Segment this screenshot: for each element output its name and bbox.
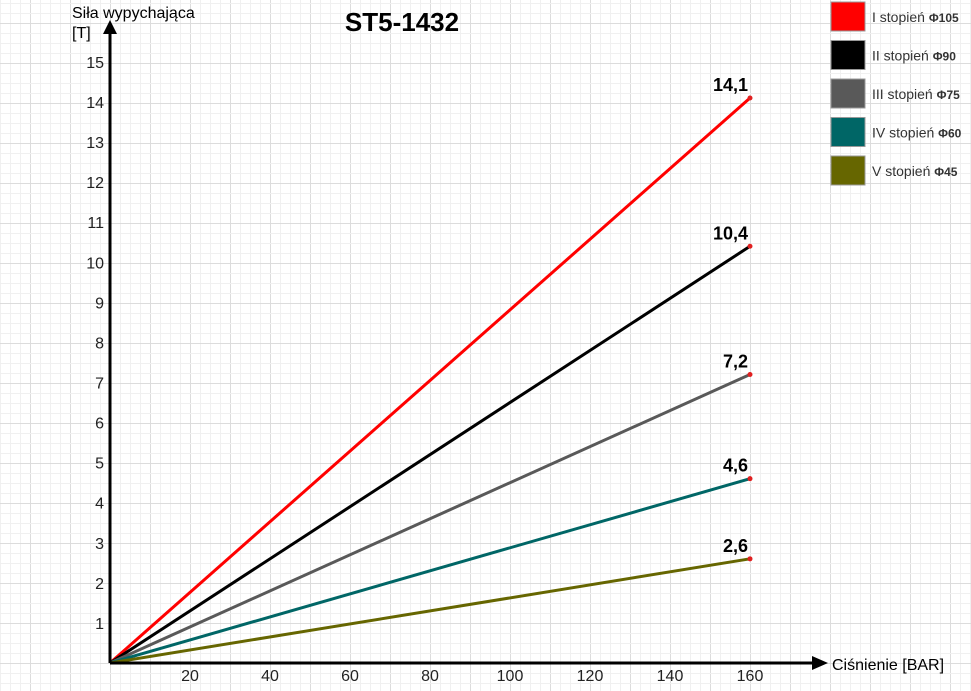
series-line: [109, 557, 751, 665]
legend-swatch: [830, 1, 866, 32]
legend-swatch: [830, 117, 866, 147]
legend-entry: I stopień Φ105: [872, 9, 959, 25]
series-line: [109, 477, 751, 665]
data-label: 4,6: [723, 456, 748, 476]
data-labels: 14,1 10,4 7,2 4,6 2,6: [713, 75, 748, 556]
legend-swatch: [830, 78, 866, 109]
y-tick-label: 12: [86, 175, 104, 192]
data-label: 14,1: [713, 75, 748, 95]
data-label: 7,2: [723, 351, 748, 371]
y-tick-label: 7: [95, 376, 104, 393]
data-point: [747, 476, 753, 482]
data-point: [747, 371, 753, 377]
series-line: [109, 373, 751, 665]
y-axis-label: Siła wypychająca: [72, 5, 195, 22]
y-tick-label: 14: [86, 95, 104, 112]
y-tick-label: 13: [86, 135, 104, 152]
legend-entry: III stopień Φ75: [872, 86, 960, 102]
data-point: [747, 243, 753, 249]
legend-entry: IV stopień Φ60: [872, 125, 962, 141]
legend-entry: V stopień Φ45: [872, 163, 958, 179]
x-tick-label: 120: [577, 668, 604, 685]
x-tick-label: 40: [261, 668, 279, 685]
tick-labels: 20 40 60 80 100 120 140 16012345678910111213141…: [86, 55, 763, 685]
legend: I stopień Φ105 II stopień Φ90 III stopień …: [830, 1, 962, 186]
y-tick-label: 5: [95, 456, 104, 473]
x-tick-label: 160: [737, 668, 764, 685]
series-line: [109, 245, 751, 665]
data-label: 10,4: [713, 223, 748, 243]
x-axis-arrow: [812, 656, 828, 670]
y-tick-label: 10: [86, 255, 104, 272]
chart-title: ST5-1432: [345, 7, 459, 37]
y-tick-label: 8: [95, 335, 104, 352]
y-tick-label: 1: [95, 616, 104, 633]
y-tick-label: 6: [95, 416, 104, 433]
legend-swatch: [830, 40, 866, 70]
series-lines: [109, 95, 753, 665]
legend-swatch: [830, 155, 866, 186]
y-tick-label: 3: [95, 536, 104, 553]
axes: [103, 20, 828, 670]
y-axis-label-unit: [T]: [72, 25, 91, 42]
legend-entry: II stopień Φ90: [872, 48, 956, 64]
y-tick-label: 4: [95, 496, 104, 513]
data-point: [747, 556, 753, 562]
series-line: [109, 96, 751, 665]
x-tick-label: 80: [421, 668, 439, 685]
x-axis-label: Ciśnienie [BAR]: [832, 657, 944, 674]
y-axis-arrow: [103, 20, 117, 34]
x-tick-label: 60: [341, 668, 359, 685]
y-tick-label: 9: [95, 295, 104, 312]
x-tick-label: 100: [497, 668, 524, 685]
x-tick-label: 140: [657, 668, 684, 685]
y-tick-label: 2: [95, 576, 104, 593]
data-label: 2,6: [723, 536, 748, 556]
y-tick-label: 15: [86, 55, 104, 72]
y-tick-label: 11: [87, 215, 104, 232]
x-tick-label: 20: [181, 668, 199, 685]
data-point: [747, 95, 753, 101]
